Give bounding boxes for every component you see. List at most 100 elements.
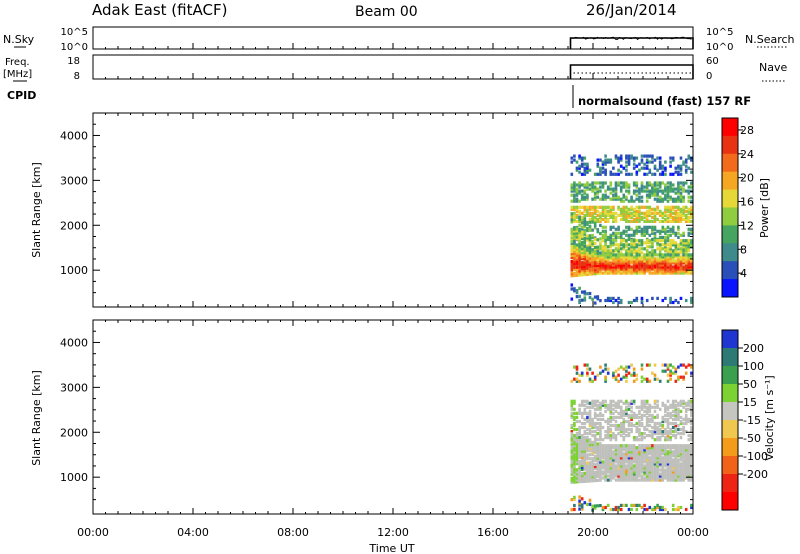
power-cell — [599, 197, 602, 201]
power-cell — [612, 205, 615, 209]
velocity-cell — [664, 464, 667, 468]
velocity-cell — [606, 403, 610, 407]
power-cell — [625, 205, 628, 209]
velocity-cell — [635, 458, 639, 462]
velocity-cell — [614, 470, 618, 474]
power-cell — [632, 207, 636, 211]
power-cell — [591, 215, 594, 219]
velocity-cell — [596, 458, 600, 462]
velocity-cell — [570, 466, 574, 470]
velocity-cell — [653, 505, 657, 510]
velocity-cell — [614, 427, 618, 432]
power-cell — [674, 245, 678, 249]
velocity-cell — [627, 432, 631, 436]
power-cell — [640, 239, 644, 243]
power-cell — [669, 253, 672, 257]
velocity-cell — [690, 466, 693, 470]
power-cell — [682, 251, 685, 255]
power-cell — [573, 243, 576, 247]
velocity-cell — [669, 462, 672, 466]
velocity-cell — [570, 498, 574, 502]
velocity-cell — [622, 464, 626, 468]
velocity-cell — [640, 446, 644, 450]
velocity-cell — [658, 448, 662, 452]
y-tick-label: 4000 — [60, 336, 88, 349]
power-cell — [664, 172, 667, 176]
velocity-cell — [643, 450, 646, 454]
power-cell — [687, 255, 691, 259]
power-cell — [648, 191, 652, 195]
velocity-cell — [664, 472, 667, 476]
power-cell — [666, 265, 670, 269]
power-cell — [682, 249, 685, 253]
velocity-cell — [677, 432, 680, 436]
velocity-cell — [614, 446, 618, 450]
power-cell — [612, 195, 615, 199]
velocity-cell — [671, 464, 675, 468]
power-cell — [648, 181, 652, 185]
power-cell — [671, 229, 675, 233]
power-cell — [640, 217, 644, 221]
power-cell — [687, 233, 691, 237]
power-cell — [638, 271, 641, 275]
power-cell — [635, 215, 639, 219]
power-cell — [599, 181, 602, 185]
velocity-cell — [583, 421, 587, 426]
power-cell — [690, 211, 693, 215]
velocity-cell — [591, 399, 594, 403]
power-cell — [687, 265, 691, 269]
velocity-cell — [677, 411, 680, 415]
velocity-cell — [570, 450, 574, 454]
velocity-cell — [687, 454, 691, 458]
velocity-cell — [669, 450, 672, 454]
power-cell — [677, 215, 680, 219]
power-cell — [630, 156, 633, 160]
power-cell — [604, 243, 607, 247]
power-colorbar-swatch — [722, 207, 738, 226]
power-cell — [612, 215, 615, 219]
power-cell — [617, 271, 620, 275]
velocity-cell — [677, 407, 680, 411]
power-cell — [578, 253, 581, 257]
velocity-cell — [619, 405, 623, 409]
power-cell — [632, 255, 636, 259]
power-cell — [643, 166, 646, 170]
power-cell — [679, 156, 683, 160]
velocity-cell — [690, 470, 693, 474]
power-cell — [580, 197, 584, 201]
velocity-cell — [643, 454, 646, 458]
power-cell — [679, 217, 683, 221]
velocity-cell — [690, 413, 693, 417]
velocity-cell — [656, 432, 659, 436]
velocity-cell — [583, 451, 587, 455]
velocity-cell — [645, 448, 649, 452]
power-cell — [588, 248, 592, 252]
velocity-cell — [583, 399, 587, 403]
velocity-cell — [578, 439, 581, 443]
power-cell — [645, 205, 649, 209]
velocity-cell — [643, 446, 646, 450]
velocity-cell — [640, 399, 644, 403]
velocity-cell — [635, 425, 639, 430]
velocity-cell — [690, 434, 693, 438]
velocity-cell — [656, 377, 659, 381]
velocity-cell — [583, 411, 587, 415]
power-cell — [651, 183, 654, 187]
velocity-cell — [664, 456, 667, 460]
velocity-cell — [612, 423, 615, 428]
power-cell — [591, 242, 594, 246]
velocity-cell — [580, 425, 584, 430]
power-cell — [578, 209, 581, 213]
power-cell — [604, 233, 607, 237]
velocity-cell — [604, 375, 607, 379]
power-cell — [661, 243, 665, 247]
velocity-cell — [619, 466, 623, 470]
power-cell — [643, 225, 646, 229]
power-cell — [586, 207, 589, 211]
velocity-cell — [687, 438, 691, 442]
velocity-cell — [580, 507, 584, 511]
power-cell — [653, 235, 657, 239]
power-cell — [627, 257, 631, 261]
power-cell — [648, 209, 652, 213]
power-cell — [635, 269, 639, 273]
